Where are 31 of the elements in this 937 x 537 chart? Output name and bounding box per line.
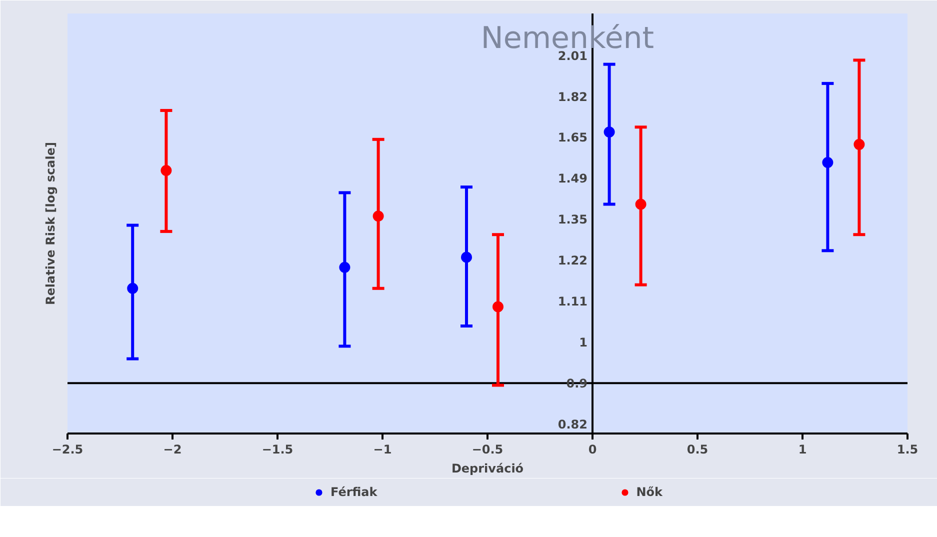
point xyxy=(339,262,350,273)
x-tick-label: 1 xyxy=(798,442,807,456)
y-tick-label: 0.82 xyxy=(558,418,588,432)
y-tick-label: 1.22 xyxy=(558,254,588,268)
x-tick-label: 0 xyxy=(588,442,597,456)
point xyxy=(492,301,504,312)
x-tick-label: −1.5 xyxy=(262,442,294,456)
x-tick-label: −2 xyxy=(163,442,182,456)
point xyxy=(461,252,472,263)
point xyxy=(372,210,384,222)
legend-label: Nők xyxy=(636,485,663,499)
point xyxy=(822,157,834,168)
x-tick-label: −0.5 xyxy=(472,442,504,456)
x-tick-label: 0.5 xyxy=(686,442,708,456)
x-axis-title: Depriváció xyxy=(451,462,524,476)
y-tick-label: 1.65 xyxy=(558,130,588,145)
x-tick-label: 1.5 xyxy=(896,442,918,456)
y-axis-title: Relative Risk [log scale] xyxy=(44,142,58,305)
y-tick-label: 1.49 xyxy=(558,172,588,186)
point xyxy=(635,198,646,210)
legend-label: Férfiak xyxy=(330,485,378,499)
x-tick-label: −2.5 xyxy=(52,442,84,456)
point xyxy=(604,126,615,138)
y-tick-label: 1 xyxy=(579,336,588,350)
y-tick-label: 1.35 xyxy=(558,212,588,227)
point xyxy=(160,165,172,176)
point xyxy=(854,138,865,150)
y-tick-label: 1.11 xyxy=(558,294,588,309)
y-tick-label: 1.82 xyxy=(558,90,588,104)
point xyxy=(127,282,138,294)
x-tick-label: −1 xyxy=(373,442,392,456)
